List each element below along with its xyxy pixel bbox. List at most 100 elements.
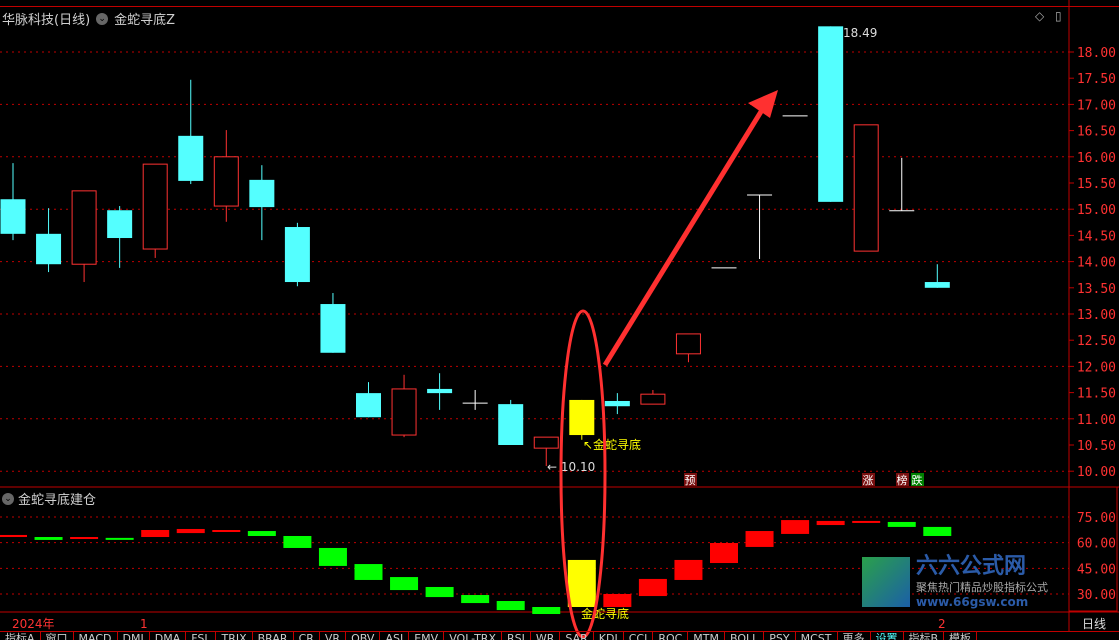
tab-FSL[interactable]: FSL: [186, 632, 217, 640]
tab-ROC[interactable]: ROC: [653, 632, 689, 640]
candle-body-down: [107, 210, 133, 239]
panel-toggle-icon[interactable]: ▯: [1055, 9, 1062, 23]
tab-更多[interactable]: 更多: [838, 632, 871, 640]
logo-url: www.66gsw.com: [916, 595, 1029, 609]
marker-pre-badge: [684, 473, 697, 486]
candle-body-up: [391, 388, 417, 436]
sub-bar: [176, 528, 205, 534]
signal-label-main: ↖金蛇寻底: [583, 437, 641, 452]
price-tick-label: 14.50: [1077, 229, 1116, 244]
date-year: 2024年: [12, 617, 55, 631]
low-price-value: 10.10: [561, 460, 595, 474]
date-month-2: 2: [938, 617, 946, 631]
sub-panel-header: ⌄ 金蛇寻底建仓: [2, 489, 96, 508]
marker-rank: 榜: [897, 473, 908, 487]
sub-bar: [461, 595, 490, 604]
candle-body-down: [818, 26, 844, 202]
high-price-label: 18.49: [843, 26, 877, 40]
tab-EMV[interactable]: EMV: [409, 632, 445, 640]
sub-bar: [923, 526, 952, 536]
chevron-down-icon[interactable]: ⌄: [96, 12, 109, 25]
price-tick-label: 11.50: [1077, 387, 1116, 402]
marker-fall-badge: [911, 473, 924, 486]
sub-indicator-name[interactable]: 金蛇寻底建仓: [18, 493, 97, 508]
candle-body-down: [178, 135, 204, 181]
tab-OBV[interactable]: OBV: [346, 632, 381, 640]
candle-body-up: [142, 163, 168, 250]
candle-body-up: [71, 190, 97, 265]
low-price-label: ← 10.10: [547, 460, 595, 474]
indicator-name[interactable]: 金蛇寻底Z: [114, 13, 176, 28]
highlight-ellipse: [559, 309, 607, 639]
tab-DMA[interactable]: DMA: [150, 632, 187, 640]
candle-body-up: [853, 124, 879, 252]
tab-WR[interactable]: WR: [531, 632, 561, 640]
sub-bar: [212, 530, 241, 533]
tab-MCST[interactable]: MCST: [796, 632, 838, 640]
price-tick-label: 12.00: [1077, 360, 1116, 375]
tab-BRAR[interactable]: BRAR: [253, 632, 294, 640]
tab-MACD[interactable]: MACD: [74, 632, 118, 640]
sub-axis-frame: [1068, 486, 1118, 612]
date-month-1: 1: [140, 617, 148, 631]
price-tick-label: 13.00: [1077, 308, 1116, 323]
sub-bar: [425, 586, 454, 598]
tab-指标B[interactable]: 指标B: [904, 632, 945, 640]
price-tick-label: 11.00: [1077, 413, 1116, 428]
tab-VOL-TRX[interactable]: VOL-TRX: [444, 632, 502, 640]
diamond-icon[interactable]: ◇: [1035, 9, 1045, 23]
price-tick-label: 16.50: [1077, 125, 1116, 140]
candle-body-down: [498, 404, 524, 445]
logo-slogan: 聚焦热门精品炒股指标公式: [916, 581, 1048, 594]
candle-body-down: [604, 400, 630, 407]
left-arrow-icon: ←: [547, 460, 561, 474]
trend-arrow-line: [602, 108, 765, 367]
candle-body-down: [924, 282, 950, 288]
candle-body-down: [249, 179, 275, 208]
tab-DMI[interactable]: DMI: [118, 632, 150, 640]
tab-SAR[interactable]: SAR: [560, 632, 594, 640]
tab-BOLL[interactable]: BOLL: [725, 632, 765, 640]
candle-body-down: [320, 304, 346, 353]
tab-CR[interactable]: CR: [294, 632, 320, 640]
candle-body-down: [0, 199, 26, 234]
chevron-down-icon[interactable]: ⌄: [2, 492, 14, 505]
tab-TRIX[interactable]: TRIX: [216, 632, 253, 640]
signal-label-sub: 金蛇寻底: [581, 606, 629, 621]
candle-body-up: [640, 393, 666, 405]
sub-bar: [247, 531, 276, 536]
tab-ASI[interactable]: ASI: [380, 632, 410, 640]
price-tick-label: 16.00: [1077, 151, 1116, 166]
tab-PSY[interactable]: PSY: [764, 632, 796, 640]
tab-VR[interactable]: VR: [320, 632, 347, 640]
sub-bar: [638, 578, 667, 597]
tab-MTM[interactable]: MTM: [688, 632, 725, 640]
candle-body-up: [213, 156, 239, 207]
logo-mark-icon: [862, 557, 910, 607]
period-label: 日线: [1082, 617, 1106, 631]
tab-窗口[interactable]: 窗口: [41, 632, 74, 640]
top-menu-bar[interactable]: [0, 0, 1119, 7]
tab-指标A[interactable]: 指标A: [0, 632, 41, 640]
candle-body-down: [427, 388, 453, 394]
tab-RSI[interactable]: RSI: [502, 632, 531, 640]
marker-pre: 预: [685, 474, 696, 487]
price-tick-label: 17.00: [1077, 98, 1116, 113]
sub-bar: [603, 593, 632, 607]
price-tick-label: 10.00: [1077, 465, 1116, 480]
tab-KDJ[interactable]: KDJ: [594, 632, 624, 640]
chart-header: 华脉科技(日线) ⌄ 金蛇寻底Z: [2, 9, 175, 28]
sub-bar: [532, 606, 561, 615]
sub-bar: [674, 559, 703, 580]
tab-模板[interactable]: 模板: [944, 632, 978, 640]
sub-bar: [745, 531, 774, 547]
sub-bar: [0, 534, 27, 538]
tab-设置[interactable]: 设置: [871, 632, 904, 640]
price-tick-label: 18.00: [1077, 46, 1116, 61]
sub-bar: [496, 601, 525, 611]
price-tick-label: 12.50: [1077, 334, 1116, 349]
sub-bar: [567, 559, 596, 607]
tab-CCI[interactable]: CCI: [624, 632, 654, 640]
candle-body-down: [36, 233, 62, 265]
